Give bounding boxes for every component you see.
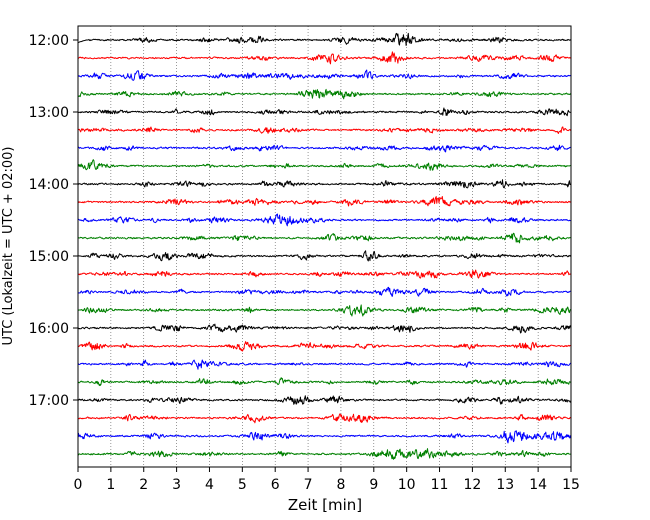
seismic-trace [77,213,572,227]
seismic-trace [77,196,572,207]
y-axis-title: UTC (Lokalzeit = UTC + 02:00) [1,147,16,346]
x-tick-label: 0 [74,477,83,493]
x-tick-label: 13 [496,477,514,493]
seismic-trace [77,286,572,297]
seismic-trace [77,448,572,460]
x-tick-label: 4 [205,477,214,493]
seismic-trace [77,341,572,352]
plot-frame [77,25,572,468]
x-tick-label: 14 [529,477,547,493]
seismic-trace [77,377,572,387]
x-tick-label: 9 [369,477,378,493]
seismic-trace [77,323,572,334]
seismic-trace [77,32,572,46]
x-tick-label: 3 [172,477,181,493]
seismic-trace [77,159,572,171]
x-tick-label: 8 [336,477,345,493]
y-tick-label: 16:00 [29,321,69,337]
seismic-trace [77,395,572,405]
x-tick-label: 7 [304,477,313,493]
plot-area [78,26,571,467]
seismic-trace [77,250,572,262]
seismic-trace [77,69,572,81]
x-tick-label: 6 [271,477,280,493]
y-tick-label: 15:00 [29,249,69,265]
seismic-trace [77,430,572,444]
x-tick-label: 2 [139,477,148,493]
seismic-trace [77,88,572,100]
y-tick-label: 14:00 [29,177,69,193]
y-tick-label: 13:00 [29,105,69,121]
trace-group [77,32,572,460]
seismic-trace [77,359,572,370]
seismic-trace [77,107,572,117]
seismic-trace [77,304,572,317]
x-tick-label: 1 [106,477,115,493]
x-tick-label: 5 [238,477,247,493]
seismic-trace [77,232,572,244]
x-tick-label: 11 [431,477,449,493]
seismic-trace [77,144,572,153]
seismic-trace [77,126,572,134]
y-tick-label: 12:00 [29,33,69,49]
y-axis-ticks: 12:00 13:00 14:00 15:00 16:00 17:00 [29,33,78,409]
x-tick-label: 12 [463,477,481,493]
seismic-trace [77,51,572,65]
y-tick-label: 17:00 [29,393,69,409]
x-axis-title: Zeit [min] [288,496,362,514]
seismic-trace [77,269,572,279]
seismic-trace [77,179,572,189]
seismic-trace [77,413,572,424]
x-tick-label: 10 [398,477,416,493]
x-tick-label: 15 [562,477,580,493]
x-axis-ticks: 0 1 2 3 4 5 6 7 8 9 10 11 12 13 14 15 [74,467,580,493]
